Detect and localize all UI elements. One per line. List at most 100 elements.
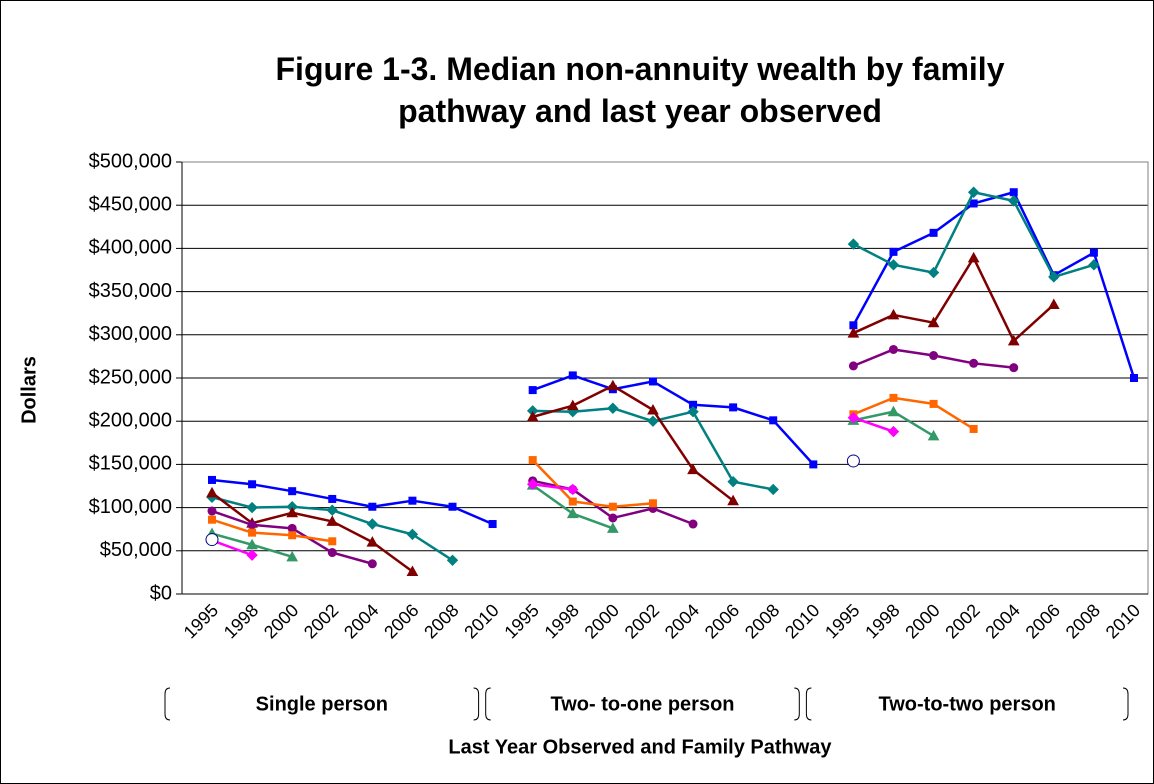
y-tick-label: $200,000 (89, 409, 172, 431)
marker-circle (207, 506, 217, 516)
marker-square (568, 371, 577, 380)
marker-triangle (206, 486, 218, 498)
marker-square (208, 515, 216, 524)
marker-open-circle (846, 454, 860, 468)
marker-square (248, 528, 257, 537)
marker-triangle (647, 403, 659, 415)
series-line (852, 190, 1136, 379)
marker-square (929, 228, 938, 237)
marker-square (648, 377, 657, 386)
marker-diamond (326, 504, 338, 516)
marker-diamond (446, 554, 459, 567)
chart-title: Figure 1-3. Median non-annuity wealth by… (275, 51, 1005, 129)
y-tick-label: $0 (150, 582, 172, 604)
y-tick-label: $350,000 (89, 280, 172, 302)
y-tick-label: $300,000 (89, 323, 172, 345)
y-axis-title: Dollars (18, 356, 40, 424)
series-line (852, 256, 1055, 343)
marker-triangle (286, 506, 299, 518)
marker-circle (1009, 363, 1019, 373)
y-tick-label: $400,000 (89, 237, 172, 259)
y-tick-label: $150,000 (89, 453, 172, 475)
group-label: Single person (256, 693, 388, 715)
marker-diamond (967, 186, 980, 198)
marker-square (528, 456, 537, 465)
marker-open-circle (205, 533, 219, 547)
marker-square (288, 531, 297, 540)
group-label: Two-to-two person (879, 693, 1056, 715)
title-box: Figure 1-3. Median non-annuity wealth by… (275, 51, 1005, 129)
marker-square (568, 497, 577, 506)
marker-triangle (967, 251, 980, 263)
marker-triangle (1047, 298, 1060, 310)
marker-circle (247, 520, 257, 530)
marker-square (889, 393, 898, 402)
group-bracket-left (164, 687, 171, 721)
marker-triangle (887, 405, 900, 417)
marker-circle (888, 344, 898, 354)
marker-circle (608, 513, 618, 523)
series-line (211, 518, 333, 543)
series-line (531, 459, 654, 508)
marker-square (769, 416, 778, 425)
marker-triangle (526, 410, 539, 422)
marker-triangle (566, 399, 579, 411)
marker-diamond (567, 483, 579, 496)
marker-circle (929, 351, 939, 361)
group-bracket-left (805, 687, 812, 721)
x-axis-title: Last Year Observed and Family Pathway (448, 736, 832, 758)
marker-square (328, 537, 337, 546)
marker-diamond (727, 475, 739, 488)
marker-square (248, 480, 257, 489)
series-line (211, 539, 253, 557)
marker-diamond (1008, 195, 1020, 207)
marker-circle (287, 523, 297, 533)
series-line (211, 478, 494, 526)
marker-square (1089, 248, 1098, 257)
marker-triangle (607, 379, 619, 391)
group-bracket-right (1122, 687, 1129, 721)
marker-triangle (246, 538, 258, 550)
marker-diamond (687, 405, 699, 418)
marker-triangle (366, 536, 379, 547)
marker-square (368, 502, 377, 511)
marker-diamond (847, 238, 860, 250)
marker-square (1130, 374, 1138, 382)
marker-square (1009, 188, 1018, 197)
group-label: Two- to-one person (550, 693, 734, 715)
marker-diamond (1088, 259, 1100, 271)
marker-triangle (927, 429, 940, 441)
series-line (532, 384, 734, 502)
marker-diamond (647, 415, 659, 427)
marker-square (648, 499, 657, 508)
marker-square (528, 386, 537, 395)
marker-triangle (687, 463, 699, 475)
marker-square (608, 502, 617, 511)
marker-diamond (406, 528, 419, 541)
marker-triangle (727, 494, 739, 506)
marker-diamond (847, 412, 860, 424)
marker-circle (688, 519, 698, 529)
marker-triangle (566, 507, 579, 519)
marker-square (969, 424, 978, 433)
marker-diamond (246, 501, 258, 514)
group-bracket-right (794, 687, 800, 721)
series-line (211, 491, 414, 573)
marker-diamond (927, 266, 940, 279)
group-bracket-right (473, 687, 480, 721)
marker-square (328, 494, 337, 503)
marker-square (729, 403, 738, 412)
marker-circle (367, 559, 377, 569)
series-line (532, 483, 573, 491)
marker-square (809, 460, 818, 469)
marker-triangle (406, 565, 419, 577)
marker-triangle (326, 515, 339, 526)
marker-circle (969, 358, 979, 368)
marker-square (929, 399, 938, 408)
marker-diamond (1048, 271, 1060, 283)
marker-diamond (246, 549, 258, 561)
marker-triangle (927, 316, 940, 328)
marker-triangle (887, 308, 900, 320)
